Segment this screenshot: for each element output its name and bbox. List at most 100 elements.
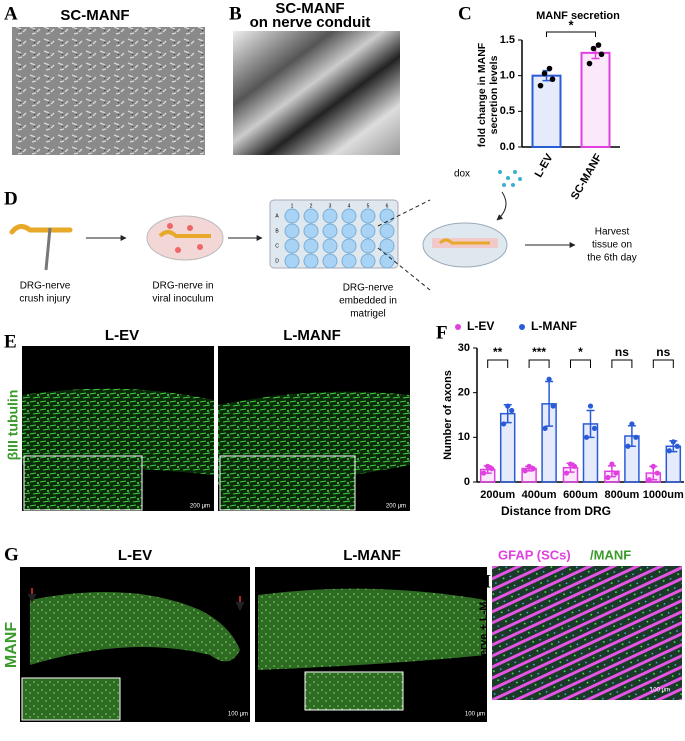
well	[341, 253, 357, 269]
stain-label: βIII tubulin	[5, 390, 21, 461]
data-point	[522, 468, 528, 474]
scale-bar: 200 μm	[386, 504, 406, 510]
x-tick-label: 1000um	[643, 489, 684, 501]
well	[379, 238, 395, 254]
x-tick-label: L-EV	[533, 151, 556, 179]
diagram-label: Harvest	[595, 227, 630, 238]
x-tick-label: 400um	[522, 489, 557, 501]
data-point	[595, 42, 602, 48]
well	[322, 253, 338, 269]
significance-label: ns	[615, 345, 629, 359]
nerve	[30, 592, 240, 665]
data-point	[546, 376, 552, 382]
data-point	[542, 425, 548, 431]
panel-letter: F	[436, 322, 448, 343]
significance-bracket	[487, 359, 509, 368]
significance-bracket	[546, 31, 596, 37]
data-point	[650, 463, 656, 469]
significance-bracket	[528, 359, 550, 368]
nerve	[258, 588, 486, 670]
data-point	[633, 434, 639, 440]
x-tick-label: 800um	[604, 489, 639, 501]
data-point	[537, 82, 544, 89]
panel-title: SC-MANF	[275, 0, 344, 17]
panel-letter: A	[4, 3, 18, 24]
panel-title: SC-MANF	[60, 7, 129, 24]
data-point	[509, 407, 515, 414]
significance-label: **	[493, 345, 503, 359]
data-point	[550, 403, 556, 409]
data-point	[546, 65, 553, 72]
significance-label: ***	[532, 345, 546, 359]
legend-marker	[455, 324, 461, 330]
well	[322, 208, 338, 224]
y-axis-label: fold change in MANF	[476, 42, 488, 147]
well	[303, 238, 319, 254]
panel-title: GFAP (SCs)	[498, 547, 571, 562]
step-label: viral inoculum	[152, 294, 213, 305]
plate-column: 5	[367, 203, 370, 209]
y-tick-label: 1.0	[500, 70, 515, 82]
scale-bar: 200 μm	[190, 504, 210, 510]
well	[360, 223, 376, 239]
data-point	[586, 60, 593, 67]
well	[360, 253, 376, 269]
plate-column: 4	[348, 203, 351, 209]
y-tick-label: 0.0	[500, 141, 515, 153]
data-point	[609, 461, 615, 467]
panel-title: L-EV	[105, 327, 139, 344]
panel-title: on nerve conduit	[250, 14, 371, 31]
data-point	[666, 448, 672, 454]
data-point	[605, 474, 611, 481]
data-point	[571, 463, 578, 469]
chart-title: MANF secretion	[536, 10, 620, 22]
significance-bracket	[570, 359, 591, 368]
significance-bracket	[652, 359, 674, 368]
data-point	[646, 477, 652, 483]
plate-row: A	[275, 213, 279, 219]
inset	[304, 671, 404, 711]
x-tick-label: SC-MANF	[569, 152, 605, 202]
y-tick-label: 1.5	[500, 34, 515, 46]
diagram-label: tissue on	[592, 240, 632, 251]
data-point	[674, 443, 680, 449]
y-axis-label: secretion levels	[488, 55, 500, 134]
well	[322, 238, 338, 254]
bar	[580, 51, 611, 149]
inset	[21, 677, 121, 721]
diagram: 1 A B C D 2 3 4 5 6	[9, 170, 576, 291]
data-point	[501, 421, 507, 427]
panel-title: /MANF	[590, 547, 631, 562]
well	[303, 208, 319, 224]
plate-row: D	[275, 258, 279, 264]
step-label: matrigel	[350, 309, 386, 320]
data-point	[590, 45, 597, 52]
data-point	[670, 439, 676, 445]
step-label: DRG-nerve	[20, 281, 71, 292]
data-point	[481, 470, 487, 476]
well	[322, 223, 338, 239]
well	[360, 208, 376, 224]
panel-title: L-MANF	[343, 547, 400, 564]
panel-letter: C	[458, 3, 472, 24]
data-point	[505, 403, 511, 409]
data-point	[587, 403, 594, 409]
well	[341, 223, 357, 239]
data-point	[541, 70, 548, 77]
stain-label: MANF	[3, 622, 20, 668]
significance-bracket	[611, 359, 633, 368]
micrograph	[233, 31, 400, 155]
well	[284, 223, 300, 239]
data-point	[530, 466, 536, 472]
well	[284, 238, 300, 254]
panel-letter: G	[4, 544, 19, 565]
data-point	[598, 51, 605, 58]
x-axis-label: Distance from DRG	[501, 504, 611, 518]
data-point	[485, 463, 491, 469]
legend-marker	[519, 324, 525, 330]
data-point	[583, 434, 590, 440]
data-point	[549, 76, 556, 83]
plate-column: 2	[310, 203, 313, 209]
significance-label: *	[568, 17, 574, 32]
